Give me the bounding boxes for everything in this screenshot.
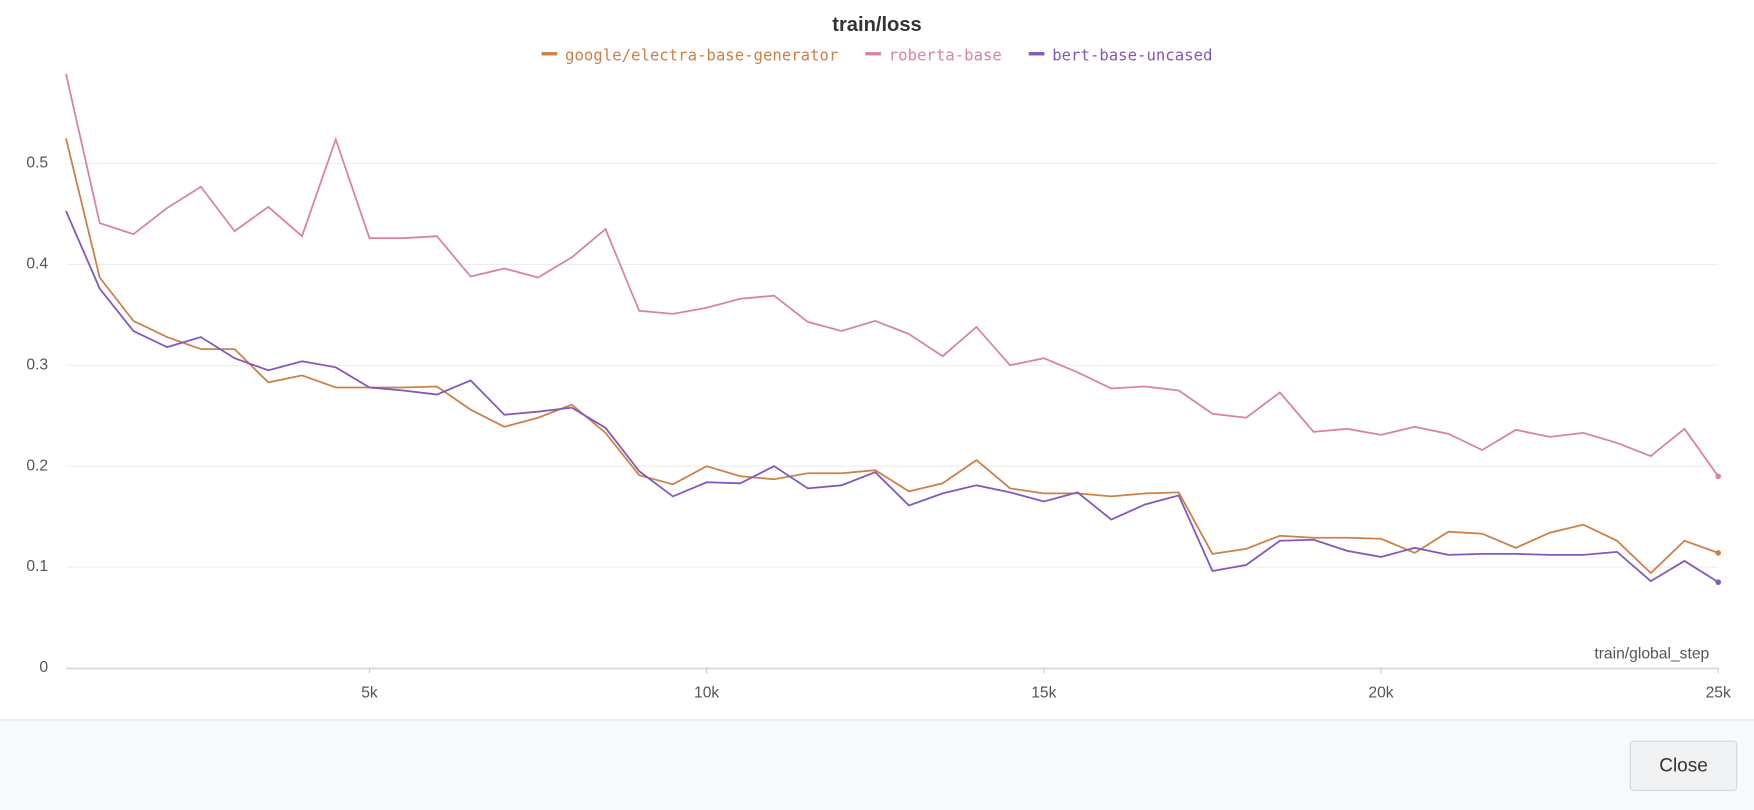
legend-label: bert-base-uncased xyxy=(1052,45,1212,64)
series-line xyxy=(65,210,1719,583)
y-tick-label: 0 xyxy=(39,659,48,676)
series-line xyxy=(65,138,1719,575)
legend-item: google/electra-base-generator xyxy=(541,45,838,64)
legend: google/electra-base-generator roberta-bas… xyxy=(541,45,1212,64)
legend-label: google/electra-base-generator xyxy=(565,45,838,64)
close-button-label[interactable]: Close xyxy=(1659,755,1708,776)
end-point xyxy=(1715,550,1722,556)
end-point xyxy=(1715,473,1722,480)
footer xyxy=(0,719,1754,810)
x-tick-label: 5k xyxy=(361,685,378,702)
y-tick-label: 0.1 xyxy=(26,558,48,575)
series-line xyxy=(65,73,1719,477)
y-tick-label: 0.3 xyxy=(26,356,48,373)
close-button[interactable]: Close xyxy=(1629,740,1738,791)
y-tick-label: 0.5 xyxy=(26,155,48,172)
x-tick-label: 20k xyxy=(1368,685,1393,702)
x-tick-label: 10k xyxy=(694,685,719,702)
x-tick-label: 15k xyxy=(1031,685,1056,702)
end-point xyxy=(1715,579,1722,585)
plot-area: 0 0.1 0.2 0.3 0.4 0.5 5k 10k 15k 20k 25k xyxy=(26,73,1731,702)
close-button-box[interactable] xyxy=(1629,740,1738,791)
chart-title: train/loss xyxy=(832,14,921,36)
x-tick-label: 25k xyxy=(1706,685,1731,702)
y-tick-label: 0.2 xyxy=(26,457,48,474)
legend-item: bert-base-uncased xyxy=(1028,45,1212,64)
y-tick-label: 0.4 xyxy=(26,256,48,273)
x-axis-label: train/global_step xyxy=(1594,646,1709,663)
legend-item: roberta-base xyxy=(865,45,1002,64)
legend-label: roberta-base xyxy=(889,45,1002,64)
